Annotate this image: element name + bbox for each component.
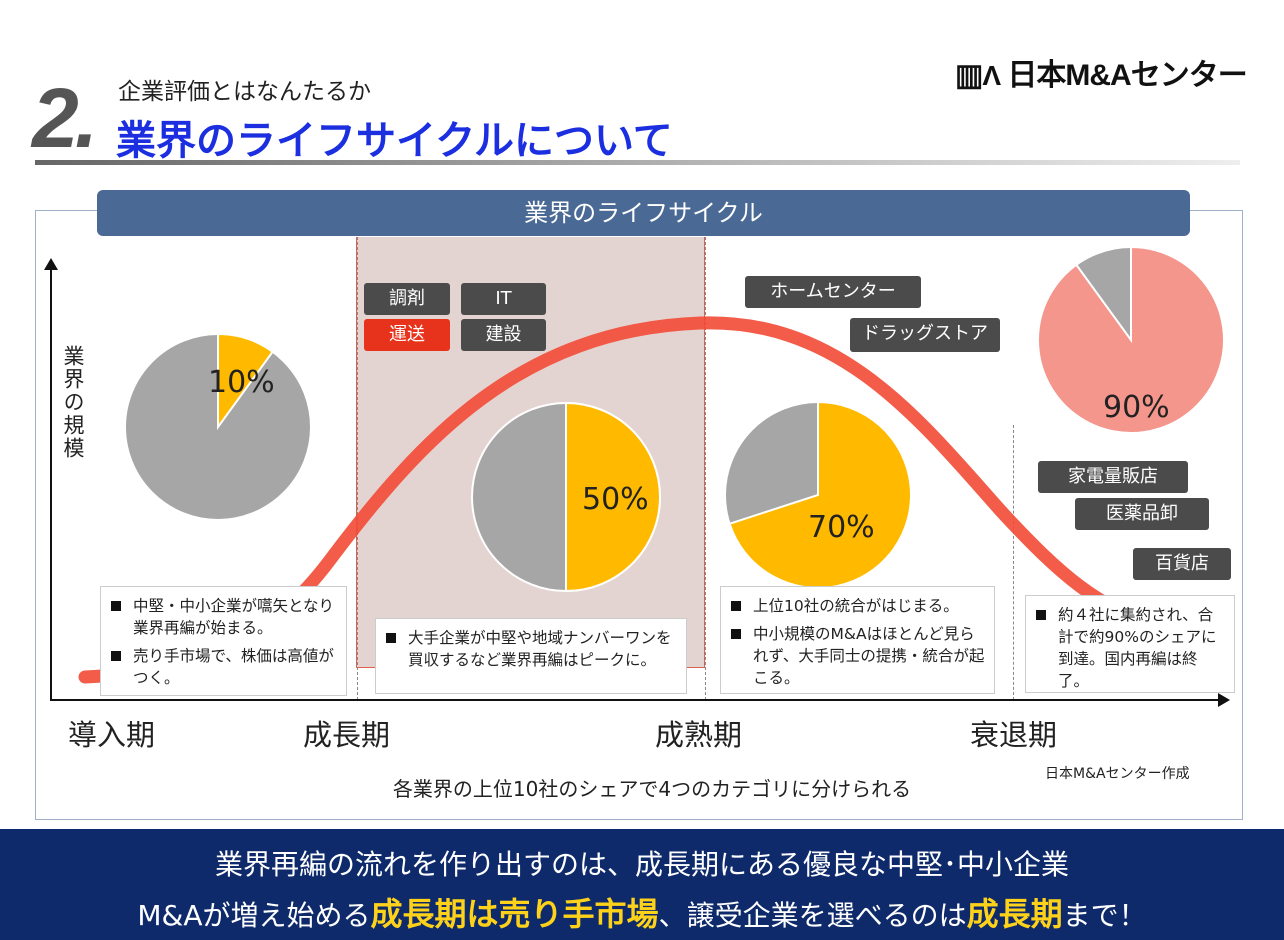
summary-highlight: 成長期	[966, 895, 1063, 933]
phase-maturity: 成熟期	[655, 718, 743, 752]
note-decline: 約４社に集約され、合計で約90%のシェアに到達。国内再編は終了。	[1025, 595, 1235, 693]
industry-tag: 百貨店	[1133, 548, 1231, 580]
note-item: 約４社に集約され、合計で約90%のシェアに到達。国内再編は終了。	[1034, 604, 1226, 692]
industry-tag: ドラッグストア	[850, 318, 1000, 352]
industry-tag: 建設	[461, 319, 546, 351]
slide-subtitle: 企業評価とはなんたるか	[118, 79, 371, 105]
summary-text: まで！	[1062, 899, 1147, 932]
company-logo: ▥Λ 日本M&Aセンター	[955, 59, 1248, 92]
summary-line-2: M&Aが増え始める成長期は売り手市場、譲受企業を選べるのは成長期まで！	[0, 889, 1284, 935]
diagram-caption: 各業界の上位10社のシェアで4つのカテゴリに分けられる	[392, 777, 912, 801]
summary-text: 、譲受企業を選べるのは	[658, 899, 967, 932]
industry-tag: ホームセンター	[745, 276, 921, 308]
pie-label: 10%	[208, 365, 275, 400]
source-credit: 日本M&Aセンター作成	[1045, 766, 1190, 782]
summary-banner: 業界再編の流れを作り出すのは、成長期にある優良な中堅･中小企業 M&Aが増え始め…	[0, 829, 1284, 940]
summary-line-1: 業界再編の流れを作り出すのは、成長期にある優良な中堅･中小企業	[214, 848, 1069, 881]
y-axis	[50, 264, 52, 701]
note-maturity: 上位10社の統合がはじまる。 中小規模のM&Aはほとんど見られず、大手同士の提携…	[720, 586, 995, 694]
section-number: 2.	[32, 71, 98, 165]
summary-highlight: 成長期は売り手市場	[370, 895, 659, 933]
x-axis-arrow	[1218, 693, 1230, 707]
phase-decline: 衰退期	[970, 718, 1058, 752]
industry-tag: 調剤	[364, 283, 450, 315]
note-item: 大手企業が中堅や地域ナンバーワンを買収するなど業界再編はピークに。	[384, 627, 678, 671]
phase-growth: 成長期	[303, 718, 391, 752]
x-axis	[50, 699, 1220, 701]
slide-title: 業界のライフサイクルについて	[116, 118, 673, 164]
y-axis-arrow	[44, 258, 58, 270]
note-introduction: 中堅・中小企業が嚆矢となり業界再編が始まる。 売り手市場で、株価は高値がつく。	[100, 586, 347, 696]
pie-label: 90%	[1103, 390, 1170, 425]
note-item: 中小規模のM&Aはほとんど見られず、大手同士の提携・統合が起こる。	[729, 623, 986, 689]
industry-tag: IT	[461, 283, 546, 315]
phase-introduction: 導入期	[68, 718, 156, 752]
industry-tag: 医薬品卸	[1075, 498, 1209, 530]
industry-tag-highlighted: 運送	[364, 319, 450, 351]
summary-text: M&Aが増え始める	[137, 899, 371, 932]
note-item: 中堅・中小企業が嚆矢となり業界再編が始まる。	[109, 595, 338, 639]
title-divider	[35, 160, 1240, 165]
pie-label: 70%	[808, 510, 875, 545]
note-item: 上位10社の統合がはじまる。	[729, 595, 986, 617]
industry-tag: 家電量販店	[1038, 461, 1188, 493]
note-item: 売り手市場で、株価は高値がつく。	[109, 645, 338, 689]
note-growth: 大手企業が中堅や地域ナンバーワンを買収するなど業界再編はピークに。	[375, 618, 687, 694]
diagram-heading: 業界のライフサイクル	[97, 190, 1190, 236]
pie-label: 50%	[582, 482, 649, 517]
